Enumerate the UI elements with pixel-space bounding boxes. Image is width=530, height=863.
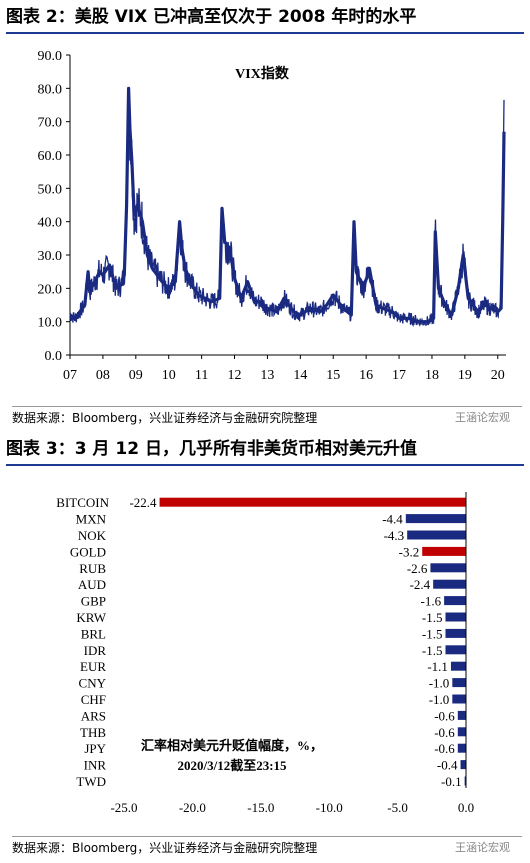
fx-x-tick-label: 0.0 [458,800,474,815]
figure3-watermark: 王涵论宏观 [455,841,510,854]
fx-bar-value-label: -1.5 [422,610,443,625]
fx-bar [430,563,466,573]
vix-y-tick-label: 80.0 [38,82,63,97]
fx-bar-value-label: -2.4 [410,577,431,592]
vix-y-tick-label: 50.0 [38,182,63,197]
fx-bar [445,645,466,655]
fx-category-label: THB [80,725,106,740]
fx-category-label: JPY [84,741,106,756]
fx-x-tick-label: -25.0 [110,800,137,815]
fx-bar-value-label: -4.4 [382,512,403,527]
vix-y-tick-label: 90.0 [38,49,63,64]
fx-bar [457,727,466,737]
vix-y-tick-label: 40.0 [38,216,63,231]
fx-bar-value-label: -3.2 [399,544,420,559]
fx-bar [457,743,466,753]
fx-bar-value-label: -4.3 [384,528,405,543]
fx-category-label: TWD [76,774,106,789]
vix-x-tick-label: 11 [195,368,208,383]
fx-bar [457,710,466,720]
fx-category-label: INR [84,758,107,773]
fx-category-label: BITCOIN [56,495,109,510]
fx-bar [407,530,466,540]
fx-bar [159,497,466,507]
fx-x-tick-label: -15.0 [247,800,274,815]
vix-x-tick-label: 07 [63,368,77,383]
figure3-source: 数据来源：Bloomberg，兴业证券经济与金融研究院整理 王涵论宏观 [12,836,522,859]
vix-x-tick-label: 10 [162,368,176,383]
fx-bar [452,678,466,688]
fx-bar-value-label: -1.0 [429,676,450,691]
vix-y-tick-label: 0.0 [45,349,63,364]
fx-category-label: NOK [78,528,107,543]
fx-bar [445,612,466,622]
fx-bar [464,776,467,786]
vix-x-tick-label: 09 [129,368,143,383]
vix-y-tick-label: 10.0 [38,316,63,331]
figure2-source: 数据来源：Bloomberg，兴业证券经济与金融研究院整理 王涵论宏观 [12,406,522,429]
vix-x-tick-label: 12 [228,368,242,383]
fx-bar-value-label: -1.6 [421,594,442,609]
fx-category-label: CNY [79,676,107,691]
fx-bar [460,760,466,770]
fx-bar-chart: -22.4 BITCOIN -4.4 MXN -4.3 NOK -3.2 GOLD -2.6 RU… [56,492,474,815]
fx-x-tick-label: -20.0 [179,800,206,815]
fx-category-label: MXN [76,512,107,527]
fx-category-label: EUR [80,659,106,674]
fx-bar [444,596,466,606]
vix-y-tick-label: 60.0 [38,149,63,164]
fx-category-label: BRL [81,626,106,641]
fx-bar-value-label: -0.4 [437,758,458,773]
fx-x-tick-label: -5.0 [387,800,408,815]
vix-y-tick-label: 20.0 [38,282,63,297]
figure3-title: 图表 3：3 月 12 日，几乎所有非美货币相对美元升值 [6,434,524,466]
fx-category-label: GBP [81,594,106,609]
fx-bar [445,628,466,638]
vix-x-tick-label: 14 [293,368,307,383]
vix-x-tick-label: 08 [96,368,110,383]
vix-chart-title: VIX指数 [235,65,290,82]
vix-series-noise [69,99,505,328]
fx-bar [422,546,466,556]
fx-bar-value-label: -2.6 [407,561,428,576]
fx-bar-value-label: -0.6 [434,708,455,723]
fx-bar-value-label: -1.1 [427,659,448,674]
vix-x-tick-label: 13 [260,368,274,383]
vix-x-tick-label: 17 [392,368,406,383]
vix-x-tick-label: 15 [326,368,340,383]
fx-x-tick-label: -10.0 [316,800,343,815]
fx-bar [405,514,466,524]
vix-x-tick-label: 20 [491,368,505,383]
fx-bar-value-label: -0.6 [434,741,455,756]
vix-chart: 0.0 10.0 20.0 30.0 40.0 50.0 60.0 70.0 80.0 90.0 0… [38,49,506,383]
fx-category-label: CHF [81,692,106,707]
fx-category-label: ARS [81,708,106,723]
fx-bar-value-label: -0.6 [434,725,455,740]
fx-bar-value-label: -1.0 [429,692,450,707]
fx-bar [433,579,466,589]
fx-bar-value-label: -1.5 [422,626,443,641]
fx-bar [452,694,466,704]
figure2-watermark: 王涵论宏观 [455,411,510,424]
fx-bar [450,661,466,671]
vix-y-tick-label: 70.0 [38,116,63,131]
figure2-source-text: 数据来源：Bloomberg，兴业证券经济与金融研究院整理 [12,411,318,425]
vix-x-tick-label: 19 [458,368,472,383]
fx-category-label: RUB [79,561,106,576]
fx-category-label: AUD [78,577,106,592]
vix-x-tick-label: 18 [425,368,439,383]
fx-annotation-line2: 2020/3/12截至23:15 [177,758,287,773]
fx-annotation-line1: 汇率相对美元升贬值幅度，%， [141,738,323,753]
figure2-title: 图表 2：美股 VIX 已冲高至仅次于 2008 年时的水平 [6,2,524,34]
fx-category-label: KRW [76,610,106,625]
vix-x-tick-label: 16 [359,368,373,383]
figure3-source-text: 数据来源：Bloomberg，兴业证券经济与金融研究院整理 [12,841,318,855]
fx-bar-value-label: -0.1 [441,774,462,789]
fx-bar-value-label: -1.5 [422,643,443,658]
fx-category-label: GOLD [70,544,106,559]
fx-bar-value-label: -22.4 [129,495,157,510]
vix-y-tick-label: 30.0 [38,249,63,264]
fx-category-label: IDR [84,643,107,658]
